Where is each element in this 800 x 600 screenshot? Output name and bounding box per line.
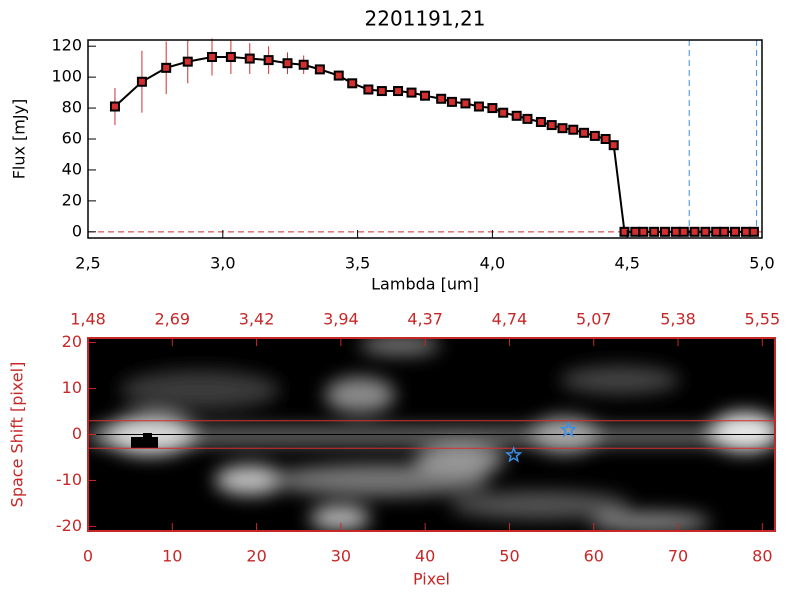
x2-tick-label: 2,69 xyxy=(154,310,190,329)
data-point xyxy=(225,52,236,63)
y-tick-label: 100 xyxy=(51,67,82,86)
data-point xyxy=(630,226,641,237)
x-tick-label: 4,5 xyxy=(614,254,639,273)
x-tick-label: 20 xyxy=(246,547,266,566)
data-point xyxy=(420,90,430,101)
y-tick-label: 10 xyxy=(62,378,82,397)
x-axis-label: Pixel xyxy=(413,570,450,589)
data-point xyxy=(608,140,619,151)
data-point xyxy=(649,226,660,237)
x-tick-label: 80 xyxy=(752,547,772,566)
data-point xyxy=(730,226,741,237)
y-tick-label: 120 xyxy=(51,36,82,55)
y-tick-label: 40 xyxy=(62,159,82,178)
y-tick-label: 20 xyxy=(62,190,82,209)
data-point xyxy=(619,226,630,237)
y-axis-label: Flux [mJy] xyxy=(10,99,29,180)
data-point xyxy=(511,110,522,121)
data-point xyxy=(282,58,293,69)
y-tick-label: 0 xyxy=(72,424,82,443)
x2-tick-label: 5,07 xyxy=(576,310,612,329)
plot-frame xyxy=(87,39,763,239)
spectral-image xyxy=(88,338,775,531)
data-point xyxy=(207,52,218,63)
x-tick-label: 60 xyxy=(584,547,604,566)
x2-tick-label: 4,37 xyxy=(407,310,443,329)
data-point xyxy=(522,113,533,124)
data-point xyxy=(546,120,557,131)
x-tick-label: 5,0 xyxy=(749,254,774,273)
x2-tick-label: 3,42 xyxy=(239,310,275,329)
data-point xyxy=(740,226,751,237)
data-point xyxy=(473,101,484,112)
data-point xyxy=(719,226,730,237)
data-point xyxy=(393,86,404,97)
data-point xyxy=(436,93,447,104)
data-point xyxy=(314,64,325,75)
data-point xyxy=(678,226,689,237)
data-point xyxy=(670,226,681,237)
y-tick-label: 0 xyxy=(72,221,82,240)
data-point xyxy=(487,103,498,114)
data-point xyxy=(557,123,568,134)
x2-tick-label: 3,94 xyxy=(323,310,359,329)
data-point xyxy=(748,226,759,237)
x2-tick-label: 4,74 xyxy=(492,310,528,329)
x-tick-label: 4,0 xyxy=(480,254,505,273)
x-tick-label: 3,0 xyxy=(210,254,235,273)
x-tick-label: 40 xyxy=(415,547,435,566)
data-point xyxy=(568,124,579,135)
y-tick-label: -20 xyxy=(56,516,82,535)
x-tick-label: 2,5 xyxy=(75,254,100,273)
x-tick-label: 70 xyxy=(668,547,688,566)
y-tick-label: 60 xyxy=(62,129,82,148)
data-point xyxy=(498,107,509,118)
data-point xyxy=(600,134,611,144)
data-point xyxy=(161,62,172,73)
y-tick-label: -10 xyxy=(56,470,82,489)
x-tick-label: 30 xyxy=(331,547,351,566)
x2-tick-label: 5,55 xyxy=(745,310,781,329)
data-point xyxy=(711,226,722,237)
y-axis-label: Space Shift [pixel] xyxy=(8,362,27,508)
data-line xyxy=(114,56,754,233)
data-point xyxy=(298,59,309,70)
x-tick-label: 10 xyxy=(162,547,182,566)
data-point xyxy=(136,76,147,87)
data-point xyxy=(579,127,590,138)
data-point xyxy=(446,96,457,107)
data-point xyxy=(347,78,358,89)
data-point xyxy=(333,70,344,81)
data-point xyxy=(659,226,670,237)
x-axis-label: Lambda [um] xyxy=(371,275,479,294)
data-point xyxy=(376,86,387,97)
x2-tick-label: 1,48 xyxy=(70,310,106,329)
data-point xyxy=(535,116,546,127)
data-point xyxy=(182,56,193,67)
chart-title: 2201191,21 xyxy=(365,7,486,31)
y-tick-label: 20 xyxy=(62,332,82,351)
data-point xyxy=(363,84,374,95)
star-marker xyxy=(559,420,578,438)
x-tick-label: 50 xyxy=(499,547,519,566)
data-point xyxy=(263,55,274,66)
x-tick-label: 0 xyxy=(83,547,93,566)
data-point xyxy=(244,53,255,64)
data-point xyxy=(109,101,120,112)
star-marker xyxy=(505,446,523,463)
data-point xyxy=(689,226,700,237)
data-point xyxy=(638,226,649,237)
data-point xyxy=(589,130,600,141)
data-point xyxy=(460,98,471,109)
y-tick-label: 80 xyxy=(62,98,82,117)
x-tick-label: 3,5 xyxy=(345,254,370,273)
x2-tick-label: 5,38 xyxy=(660,310,696,329)
data-point xyxy=(406,87,417,98)
data-point xyxy=(700,226,711,237)
